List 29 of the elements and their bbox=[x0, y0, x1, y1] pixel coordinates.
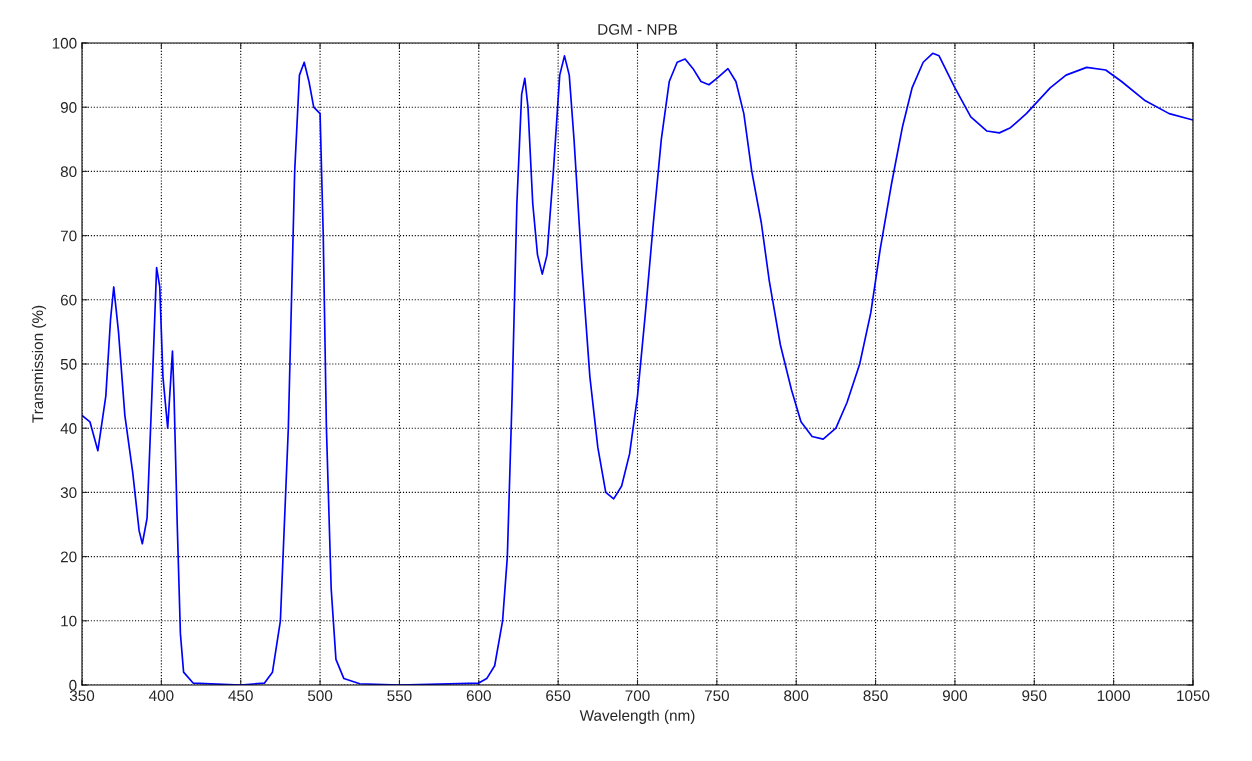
x-tick-label: 400 bbox=[148, 690, 174, 702]
x-tick-label: 500 bbox=[307, 690, 333, 702]
x-tick-label: 650 bbox=[546, 690, 571, 702]
x-tick-label: 900 bbox=[942, 690, 968, 702]
y-tick-label: 80 bbox=[60, 166, 77, 178]
x-tick-label: 700 bbox=[625, 690, 650, 702]
y-tick-label: 20 bbox=[60, 551, 77, 563]
y-tick-label: 0 bbox=[69, 679, 77, 691]
y-tick-label: 30 bbox=[60, 487, 77, 499]
y-tick-label: 70 bbox=[60, 230, 77, 242]
x-tick-label: 600 bbox=[466, 690, 491, 702]
chart-title: DGM - NPB bbox=[598, 24, 678, 35]
x-tick-label: 450 bbox=[228, 690, 253, 702]
x-tick-label: 750 bbox=[704, 690, 730, 702]
y-tick-label: 40 bbox=[60, 423, 77, 434]
y-tick-label: 60 bbox=[60, 294, 77, 306]
x-tick-label: 800 bbox=[784, 690, 809, 702]
y-tick-label: 100 bbox=[52, 37, 77, 49]
y-axis-title: Transmission (%) bbox=[31, 305, 47, 423]
y-tick-label: 10 bbox=[61, 615, 77, 627]
x-tick-label: 1000 bbox=[1097, 690, 1131, 702]
y-tick-label: 90 bbox=[60, 102, 77, 113]
x-tick-label: 950 bbox=[1022, 690, 1047, 702]
x-tick-label: 850 bbox=[863, 690, 888, 702]
x-tick-label: 350 bbox=[69, 690, 95, 702]
y-tick-label: 50 bbox=[60, 358, 77, 370]
x-axis-title: Wavelength (nm) bbox=[579, 709, 695, 724]
x-tick-label: 550 bbox=[387, 690, 412, 702]
x-tick-label: 1050 bbox=[1177, 690, 1210, 702]
